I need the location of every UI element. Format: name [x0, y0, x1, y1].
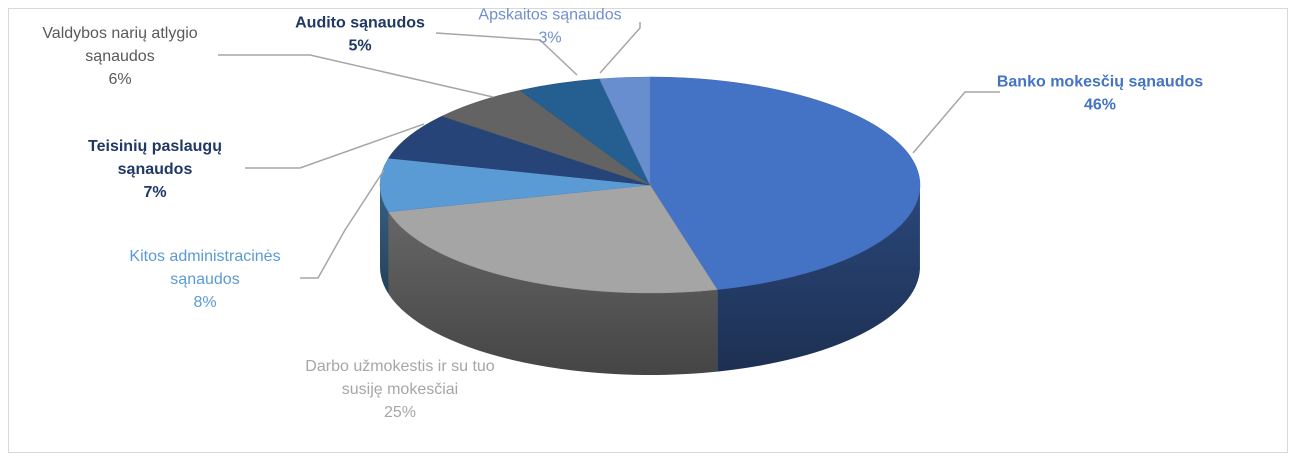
- data-label-percent: 7%: [143, 184, 166, 201]
- leader-line: [435, 32, 578, 76]
- data-label-percent: 5%: [348, 38, 371, 55]
- pie-slice: [388, 184, 718, 294]
- data-label-percent: 46%: [1084, 97, 1116, 114]
- data-label-category: sąnaudos: [118, 161, 193, 178]
- data-label-category: Apskaitos sąnaudos: [478, 7, 621, 24]
- pie-slice-side: [388, 211, 718, 375]
- pie-slice: [379, 157, 651, 213]
- leader-line: [912, 91, 1000, 154]
- pie-slice: [388, 115, 651, 186]
- data-label-percent: 6%: [108, 71, 131, 88]
- data-label-percent: 8%: [193, 294, 216, 311]
- leader-line: [218, 54, 494, 98]
- data-label-category: Banko mokesčių sąnaudos: [997, 74, 1203, 91]
- leader-line: [300, 169, 385, 279]
- data-label-category: susiję mokesčiai: [342, 381, 458, 398]
- data-label-category: sąnaudos: [170, 271, 239, 288]
- pie-slice-side: [380, 185, 389, 294]
- leader-line: [599, 22, 641, 74]
- leader-line: [245, 123, 425, 169]
- data-label-category: Kitos administracinės: [129, 248, 280, 265]
- data-label-category: Teisinių paslaugų: [88, 138, 222, 155]
- data-label-percent: 25%: [384, 404, 416, 421]
- data-label-category: Darbo užmokestis ir su tuo: [305, 358, 495, 375]
- data-label-category: Valdybos narių atlygio: [42, 25, 197, 42]
- pie-slice-side: [717, 187, 920, 372]
- data-label-category: Audito sąnaudos: [295, 15, 425, 32]
- pie-slice: [649, 76, 921, 290]
- data-label-percent: 3%: [538, 30, 561, 47]
- pie-slice: [599, 76, 651, 186]
- data-label-category: sąnaudos: [85, 48, 154, 65]
